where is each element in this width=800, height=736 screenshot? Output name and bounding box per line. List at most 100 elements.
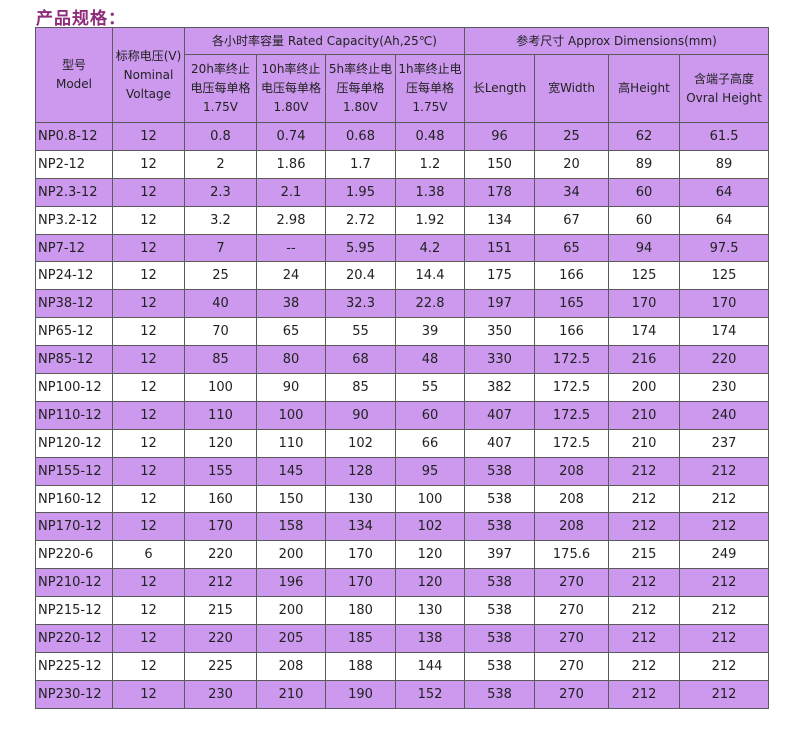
table-cell: 2.3: [184, 177, 257, 207]
table-cell: 397: [464, 540, 536, 570]
table-cell: 172.5: [534, 373, 610, 402]
header-line: 压每单格: [406, 81, 455, 95]
header-dimension-3: 含端子高度 Ovral Height: [679, 54, 770, 123]
table-cell: 55: [394, 373, 466, 402]
table-cell: 125: [608, 261, 681, 291]
table-cell: 210: [608, 428, 681, 458]
model-cell: NP7-12: [35, 233, 113, 263]
table-cell: 0.8: [184, 122, 257, 151]
table-cell: 90: [256, 373, 326, 402]
table-row: NP170-12 12 170 158 134 102 538 208 212 212: [35, 512, 770, 542]
header-line: Ovral Height: [686, 90, 762, 105]
table-cell: 210: [608, 400, 681, 430]
table-cell: 205: [256, 624, 326, 653]
table-cell: 128: [325, 456, 396, 486]
table-row: NP38-12 12 40 38 32.3 22.8 197 165 170 170: [35, 289, 770, 319]
table-cell: 175.6: [534, 540, 610, 570]
model-cell: NP85-12: [35, 345, 113, 375]
table-cell: 160: [184, 484, 257, 514]
table-cell: 90: [325, 400, 396, 430]
table-cell: 64: [679, 177, 770, 207]
table-cell: 12: [112, 205, 185, 235]
table-cell: 538: [464, 512, 536, 542]
header-line: 20h率终止: [191, 62, 250, 76]
table-cell: 80: [256, 345, 326, 375]
table-row: NP155-12 12 155 145 128 95 538 208 212 212: [35, 456, 770, 486]
table-cell: 39: [394, 317, 466, 347]
header-line: 电压每单格: [260, 81, 321, 95]
model-cell: NP220-6: [35, 540, 113, 570]
table-cell: 165: [534, 289, 610, 319]
table-row: NP2-12 12 2 1.86 1.7 1.2 150 20 89 89: [35, 149, 770, 179]
table-cell: 170: [679, 289, 770, 319]
table-cell: 200: [608, 373, 681, 402]
table-row: NP230-12 12 230 210 190 152 538 270 212 212: [35, 679, 770, 709]
table-cell: 61.5: [679, 122, 770, 151]
table-cell: 22.8: [394, 289, 466, 319]
table-cell: 12: [112, 233, 185, 263]
table-cell: 220: [184, 540, 257, 570]
table-cell: 2: [184, 149, 257, 179]
model-cell: NP3.2-12: [35, 205, 113, 235]
table-cell: 270: [534, 651, 610, 681]
table-cell: 158: [256, 512, 326, 542]
table-cell: 7: [184, 233, 257, 263]
header-capacity-group: 各小时率容量 Rated Capacity(Ah,25℃): [183, 27, 466, 55]
table-cell: 94: [608, 233, 681, 263]
header-model-cn: 型号: [61, 58, 86, 72]
table-cell: 100: [394, 484, 466, 514]
table-cell: 196: [256, 568, 326, 598]
table-cell: 270: [534, 679, 610, 709]
table-cell: 12: [112, 596, 185, 626]
table-cell: 240: [679, 400, 770, 430]
header-line: 1h率终止电: [398, 62, 462, 76]
table-cell: 212: [608, 456, 681, 486]
table-cell: 2.1: [256, 177, 326, 207]
table-cell: 145: [256, 456, 326, 486]
table-cell: 64: [679, 205, 770, 235]
table-cell: 185: [325, 624, 396, 653]
table-cell: 178: [464, 177, 536, 207]
table-cell: 172.5: [534, 400, 610, 430]
table-cell: 12: [112, 568, 185, 598]
table-cell: 230: [184, 679, 257, 709]
table-cell: 407: [464, 428, 536, 458]
header-line: 长Length: [472, 81, 527, 95]
header-voltage-cn: 标称电压(V): [115, 48, 182, 63]
model-cell: NP0.8-12: [35, 122, 113, 151]
table-cell: 151: [464, 233, 536, 263]
table-cell: 212: [608, 651, 681, 681]
table-cell: 20.4: [325, 261, 396, 291]
table-cell: 85: [184, 345, 257, 375]
header-line: 高Height: [618, 81, 670, 95]
header-voltage-en2: Voltage: [125, 86, 171, 101]
model-cell: NP155-12: [35, 456, 113, 486]
table-cell: 1.7: [325, 149, 396, 179]
table-cell: 0.74: [256, 122, 326, 151]
table-cell: 0.68: [325, 122, 396, 151]
table-cell: 175: [464, 261, 536, 291]
table-cell: 212: [608, 484, 681, 514]
table-cell: 538: [464, 679, 536, 709]
header-voltage: 标称电压(V) Nominal Voltage: [112, 27, 185, 123]
table-cell: 48: [394, 345, 466, 375]
header-line: 1.75V: [412, 100, 448, 114]
model-cell: NP120-12: [35, 428, 113, 458]
table-cell: --: [256, 233, 326, 263]
table-row: NP210-12 12 212 196 170 120 538 270 212 212: [35, 568, 770, 598]
model-cell: NP110-12: [35, 400, 113, 430]
table-cell: 212: [679, 568, 770, 598]
table-cell: 66: [394, 428, 466, 458]
table-cell: 538: [464, 596, 536, 626]
table-cell: 3.2: [184, 205, 257, 235]
model-cell: NP230-12: [35, 679, 113, 709]
model-cell: NP100-12: [35, 373, 113, 402]
table-cell: 212: [679, 651, 770, 681]
table-cell: 212: [608, 512, 681, 542]
table-row: NP215-12 12 215 200 180 130 538 270 212 212: [35, 596, 770, 626]
header-line: 宽Width: [548, 81, 595, 95]
model-cell: NP2.3-12: [35, 177, 113, 207]
table-cell: 12: [112, 345, 185, 375]
table-cell: 212: [679, 679, 770, 709]
header-capacity-1: 10h率终止 电压每单格 1.80V: [256, 54, 326, 123]
